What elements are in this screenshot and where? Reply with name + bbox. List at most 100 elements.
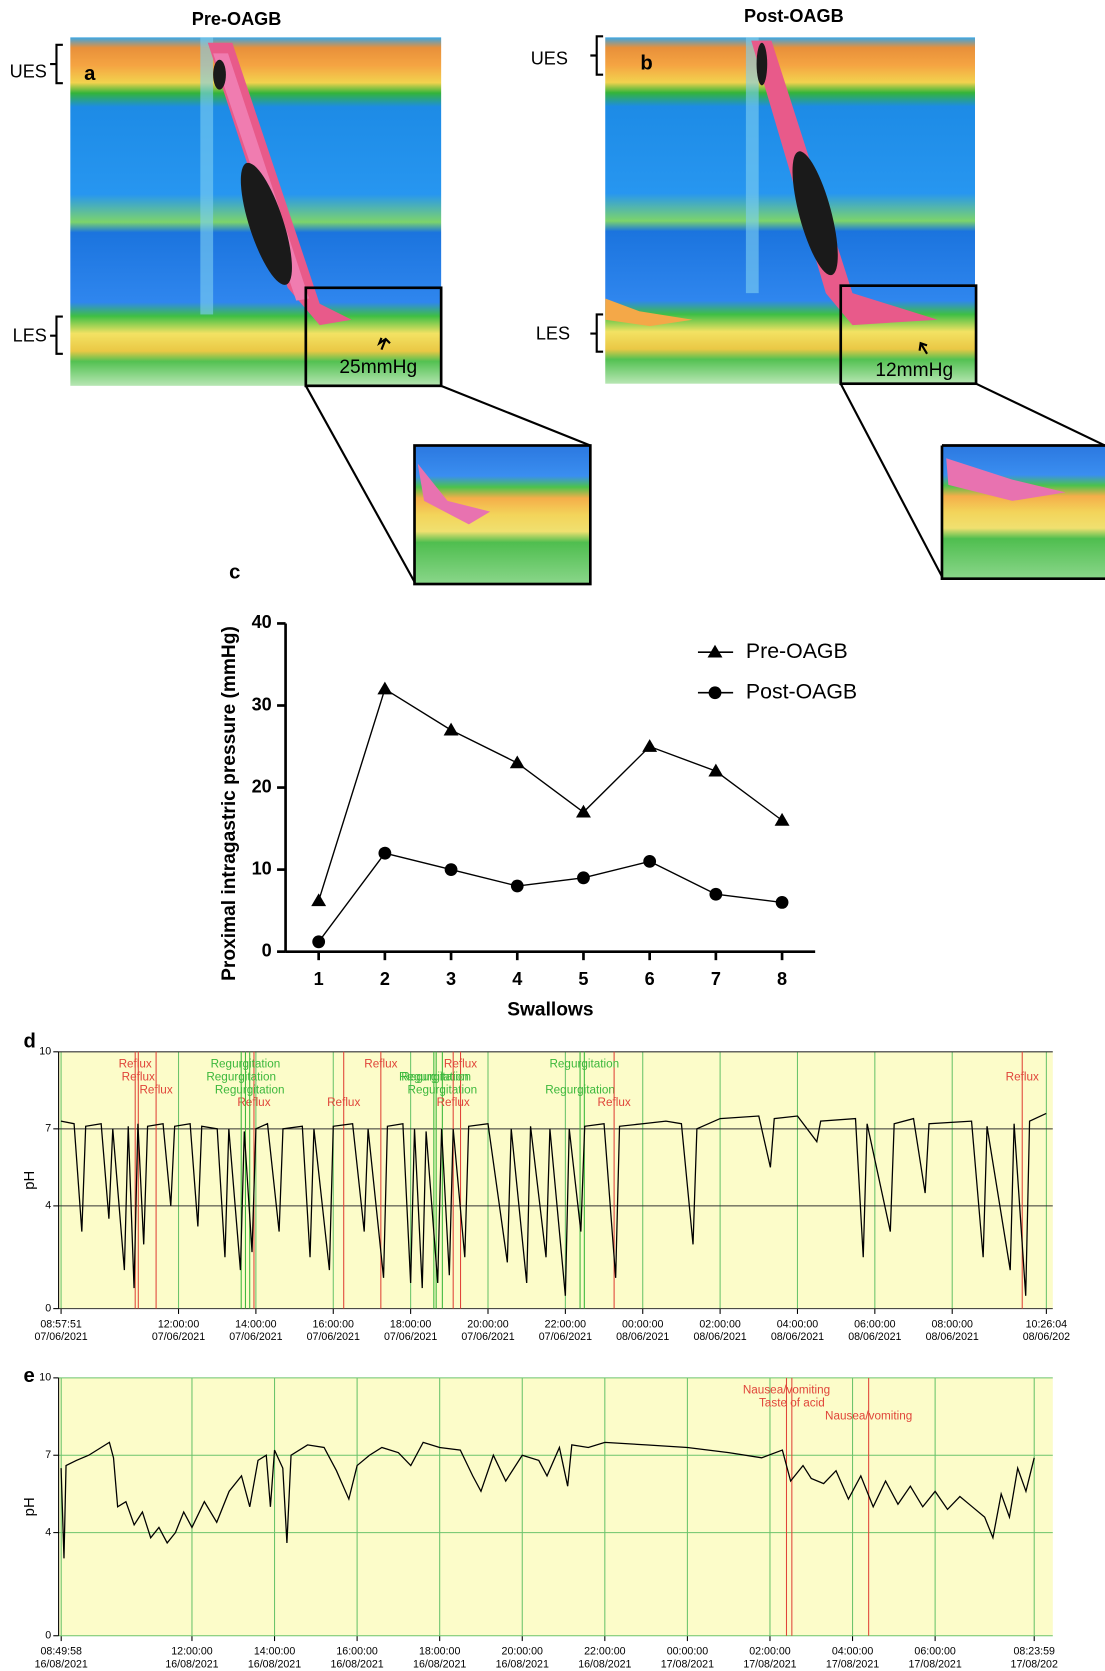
event-label: Regurgitation: [215, 1083, 285, 1096]
x-tick-date: 07/06/2021: [307, 1331, 360, 1343]
y-axis-label: pH: [22, 1171, 38, 1190]
legend-marker: [708, 645, 723, 658]
marker: [510, 755, 525, 768]
event-label: Nausea/vomiting: [825, 1409, 912, 1422]
panel-letter: c: [229, 562, 240, 584]
x-tick-date: 16/08/2021: [496, 1658, 549, 1670]
event-label: Reflux: [119, 1058, 152, 1071]
event-label: Regurgitation: [399, 1070, 469, 1083]
x-tick-label: 06:00:00: [854, 1318, 896, 1330]
event-label: Reflux: [327, 1096, 360, 1109]
x-tick-date: 07/06/2021: [461, 1331, 514, 1343]
x-tick-date: 07/06/2021: [229, 1331, 282, 1343]
x-tick-label: 16:00:00: [336, 1646, 378, 1658]
marker: [311, 893, 326, 906]
event-label: Regurgitation: [211, 1058, 281, 1071]
heatmap: [605, 37, 975, 383]
marker: [377, 682, 392, 695]
x-tick-date: 08/06/2021: [616, 1331, 669, 1343]
event-label: Reflux: [1006, 1070, 1039, 1083]
panel-letter: d: [23, 1031, 35, 1053]
les-label: LES: [536, 323, 570, 343]
event-label: Reflux: [122, 1070, 155, 1083]
heatmap-stripe: [746, 37, 759, 293]
x-tick-label: 08:00:00: [931, 1318, 973, 1330]
x-tick-label: 3: [446, 969, 456, 989]
marker: [577, 871, 590, 884]
x-tick-label: 04:00:00: [832, 1646, 874, 1658]
y-tick-label: 4: [45, 1200, 51, 1212]
legend-label: Pre-OAGB: [746, 639, 848, 663]
x-tick-label: 04:00:00: [777, 1318, 819, 1330]
legend-marker: [709, 686, 722, 699]
x-tick-date: 16/08/2021: [413, 1658, 466, 1670]
marker: [708, 764, 723, 777]
x-tick-date: 08/06/2021: [848, 1331, 901, 1343]
zoom-line: [306, 386, 415, 582]
x-tick-label: 20:00:00: [502, 1646, 544, 1658]
event-label: Reflux: [598, 1096, 631, 1109]
x-tick-date: 07/06/2021: [34, 1331, 87, 1343]
zoom-inset: [415, 446, 591, 585]
x-tick-label: 1: [314, 969, 324, 989]
zoom-line: [441, 386, 590, 446]
event-label: Regurgitation: [545, 1083, 615, 1096]
bracket: [590, 314, 603, 351]
marker: [445, 863, 458, 876]
event-label: Reflux: [437, 1096, 470, 1109]
x-tick-label: 00:00:00: [622, 1318, 664, 1330]
panel-letter: b: [640, 52, 652, 74]
x-tick-label: 14:00:00: [235, 1318, 277, 1330]
x-tick-label: 8: [777, 969, 787, 989]
x-tick-date: 16/08/2021: [578, 1658, 631, 1670]
y-tick-label: 0: [262, 940, 272, 960]
x-tick-label: 08:23:59: [1013, 1646, 1055, 1658]
heatmap-stripe: [200, 37, 213, 314]
y-tick-label: 10: [39, 1372, 51, 1384]
x-tick-date: 07/06/2021: [539, 1331, 592, 1343]
x-tick-date: 16/08/2021: [35, 1658, 88, 1670]
panel-title: Post-OAGB: [744, 6, 844, 26]
zoom-line: [841, 384, 942, 577]
y-tick-label: 30: [252, 694, 272, 714]
x-tick-label: 22:00:00: [584, 1646, 626, 1658]
zoom-line: [976, 384, 1105, 446]
y-tick-label: 0: [45, 1630, 51, 1642]
ues-label: UES: [10, 61, 47, 81]
marker: [378, 847, 391, 860]
x-tick-label: 6: [645, 969, 655, 989]
marker: [312, 935, 325, 948]
x-tick-label: 00:00:00: [667, 1646, 709, 1658]
x-tick-date: 08/06/2021: [926, 1331, 979, 1343]
x-tick-label: 7: [711, 969, 721, 989]
y-axis-label: Proximal intragastric pressure (mmHg): [219, 626, 240, 981]
marker: [444, 723, 459, 736]
x-tick-label: 06:00:00: [914, 1646, 956, 1658]
panel-letter: e: [23, 1365, 34, 1387]
x-tick-label: 18:00:00: [419, 1646, 461, 1658]
series-line: [319, 689, 782, 901]
x-tick-date: 17/08/2021: [743, 1658, 796, 1670]
bracket: [50, 317, 63, 354]
les-label: LES: [13, 326, 47, 346]
x-tick-date: 16/08/2021: [165, 1658, 218, 1670]
y-tick-label: 7: [45, 1123, 51, 1135]
manometry-b: Post-OAGB b UES LES 12mmHg: [531, 6, 1105, 579]
x-tick-label: 4: [512, 969, 522, 989]
panel-title: Pre-OAGB: [192, 9, 282, 29]
x-tick-date: 07/06/2021: [152, 1331, 205, 1343]
x-tick-label: 18:00:00: [390, 1318, 432, 1330]
event-label: Reflux: [444, 1058, 477, 1071]
y-tick-label: 7: [45, 1449, 51, 1461]
event-label: Reflux: [139, 1083, 172, 1096]
x-tick-label: 20:00:00: [467, 1318, 509, 1330]
x-tick-date: 17/08/202: [1011, 1658, 1058, 1670]
y-tick-label: 20: [252, 776, 272, 796]
x-tick-date: 17/08/2021: [908, 1658, 961, 1670]
y-tick-label: 40: [252, 612, 272, 632]
marker: [776, 896, 789, 909]
x-tick-label: 5: [578, 969, 588, 989]
manometry-a: Pre-OAGB a UES LES 25mmHg: [10, 9, 591, 584]
x-tick-label: 08:57:51: [40, 1318, 82, 1330]
y-tick-label: 4: [45, 1526, 51, 1538]
